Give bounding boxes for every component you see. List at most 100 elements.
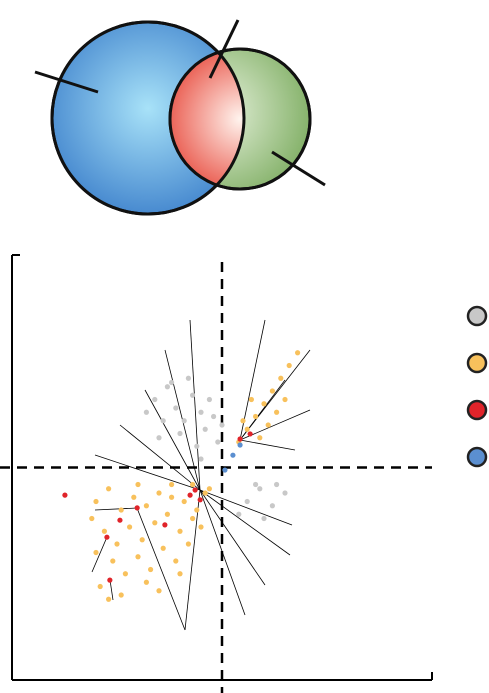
leader-lines (91, 319, 311, 631)
data-point (117, 517, 123, 523)
data-point (185, 375, 191, 381)
data-point (244, 498, 250, 505)
data-point (110, 558, 116, 564)
data-point (156, 588, 162, 594)
data-point (253, 413, 259, 420)
legend-swatch (466, 352, 488, 374)
data-point (164, 384, 170, 390)
data-point (156, 435, 162, 441)
data-point (177, 528, 183, 534)
data-point (118, 507, 124, 513)
data-point (104, 534, 110, 540)
data-point (211, 413, 217, 420)
data-point (162, 522, 168, 528)
data-point (202, 426, 208, 432)
data-point (282, 396, 288, 403)
data-point (143, 579, 149, 585)
data-point (107, 577, 113, 583)
data-point (190, 515, 196, 522)
data-point (160, 418, 166, 424)
data-point (198, 524, 204, 530)
data-point (173, 405, 179, 411)
data-point (265, 422, 271, 428)
data-point (206, 486, 212, 492)
data-point (173, 558, 179, 564)
venn-outline (168, 47, 312, 191)
data-point (282, 490, 288, 496)
data-point (236, 511, 242, 517)
data-point (135, 481, 141, 488)
data-point (248, 396, 254, 403)
data-point (118, 592, 124, 598)
data-point (127, 524, 133, 530)
data-point (190, 392, 196, 398)
data-point (269, 388, 275, 394)
leader-line (208, 19, 240, 79)
data-point (274, 409, 280, 415)
data-point (278, 375, 284, 381)
data-point (93, 549, 99, 556)
data-point (156, 490, 162, 496)
data-point (190, 481, 196, 488)
data-point (257, 435, 263, 441)
data-point (257, 486, 263, 492)
data-point (187, 492, 193, 498)
data-point (169, 379, 175, 386)
data-point (206, 396, 212, 403)
data-point (240, 418, 246, 424)
data-point (134, 505, 140, 511)
data-point (185, 541, 191, 547)
data-point (222, 467, 228, 473)
data-point (253, 481, 259, 488)
data-point (152, 520, 158, 526)
data-point (169, 481, 175, 488)
leader-line (271, 150, 326, 187)
data-point (237, 436, 243, 442)
data-point (143, 409, 149, 415)
data-point (114, 541, 120, 547)
data-point (261, 401, 267, 407)
data-point (169, 494, 175, 500)
data-point (181, 418, 187, 424)
data-point (143, 503, 149, 509)
data-point (194, 507, 200, 513)
data-point (97, 583, 103, 590)
data-point (274, 481, 280, 488)
venn-outline (50, 20, 246, 216)
data-point (197, 497, 203, 503)
data-point (202, 490, 208, 496)
data-point (198, 409, 204, 415)
data-point (194, 443, 200, 449)
data-point (219, 422, 225, 428)
legend-swatch (466, 399, 488, 421)
data-point (101, 528, 107, 534)
data-point (244, 426, 250, 432)
leader-line (34, 70, 99, 94)
data-point (122, 571, 128, 577)
venn-diagram (34, 19, 326, 216)
venn-overlap (170, 49, 244, 189)
data-point (93, 498, 99, 505)
data-point (192, 487, 198, 493)
data-point (295, 350, 301, 356)
data-point (139, 537, 145, 543)
data-point (160, 545, 166, 551)
data-point (198, 456, 204, 462)
data-point (261, 515, 267, 522)
data-point (148, 566, 154, 573)
scatter-plot (0, 254, 433, 693)
data-point (177, 571, 183, 577)
legend-swatch (466, 446, 488, 468)
data-point (131, 494, 137, 500)
data-point (106, 596, 112, 602)
data-point (152, 396, 158, 403)
data-point (215, 439, 221, 445)
data-point (237, 442, 243, 448)
data-point (62, 492, 68, 498)
data-point (247, 431, 253, 437)
data-point (286, 362, 292, 369)
data-point (181, 498, 187, 505)
data-point (135, 554, 141, 560)
data-point (269, 503, 275, 509)
